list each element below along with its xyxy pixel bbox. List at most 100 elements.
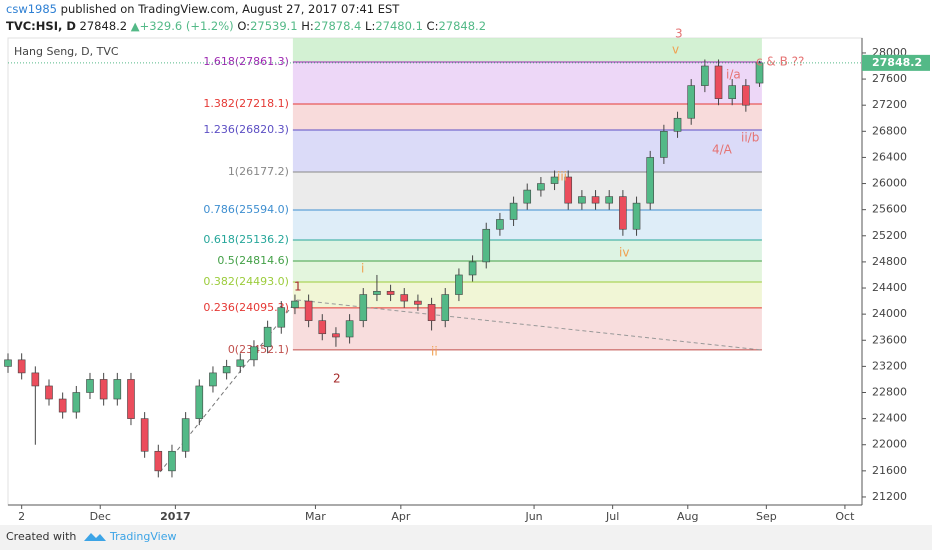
candle-body (140, 418, 149, 452)
candle-body (564, 176, 573, 204)
x-tick-label: Mar (305, 510, 326, 523)
candle-body (359, 294, 368, 321)
fib-band (292, 210, 762, 240)
fib-label: 1.618(27861.3) (203, 55, 289, 68)
candle-body (496, 219, 504, 230)
fib-label: 0.236(24095.3) (203, 301, 289, 314)
fib-label: 0.5(24814.6) (217, 254, 289, 267)
y-tick-label: 24000 (872, 307, 907, 320)
fib-band (292, 129, 762, 172)
candle-body (31, 372, 40, 387)
ohlc-label: C: (427, 19, 439, 33)
x-tick-label: Jul (605, 510, 619, 523)
fib-band (292, 307, 762, 350)
y-tick-label: 24400 (872, 281, 907, 294)
wave-label: 3 (675, 27, 683, 41)
chart-title: Hang Seng, D, TVC (14, 45, 119, 58)
candle-body (550, 176, 559, 184)
candle-body (537, 183, 545, 191)
ohlc-value: 27539.1 (250, 19, 298, 33)
candle-body (58, 398, 67, 413)
wave-label: 2 (333, 372, 341, 386)
candle-body (332, 333, 340, 338)
axes: 21200 21600 22000 22400 22800 23200 23600 24000… (8, 46, 930, 523)
candle-body (291, 300, 299, 308)
fib-label: 0.382(24493.0) (203, 275, 289, 288)
wave-label: 4/A (712, 143, 733, 157)
fib-label: 0.786(25594.0) (203, 203, 289, 216)
x-tick-label: Apr (391, 510, 411, 523)
x-tick-label: 2017 (160, 510, 191, 523)
y-tick-label: 21600 (872, 464, 907, 477)
y-tick-label: 23600 (872, 333, 907, 346)
ohlc: O:27539.1 H:27878.4 L:27480.1 C:27848.2 (237, 19, 486, 33)
fib-band (292, 239, 762, 261)
y-tick-label: 21200 (872, 490, 907, 503)
logo (84, 533, 106, 541)
header-line-1: csw1985 published on TradingView.com, Au… (6, 2, 400, 16)
candle-body (236, 359, 245, 367)
symbol: TVC:HSI, D (6, 19, 76, 33)
last-price-tag (862, 54, 930, 71)
candle-body (523, 189, 532, 204)
candle-body (222, 366, 231, 374)
footer-brand[interactable]: TradingView (109, 530, 176, 543)
candle-body (414, 300, 422, 305)
candle-body (619, 196, 627, 230)
candle-body (427, 304, 436, 321)
candle-body (468, 261, 477, 276)
fib-band (292, 281, 762, 308)
candle-body (605, 196, 614, 204)
wave-label: c & B ?? (756, 55, 804, 69)
candle-body (755, 62, 764, 84)
wave-label: ii/b (741, 131, 759, 145)
y-tick-label: 27600 (872, 72, 907, 85)
footer-created: Created with (6, 530, 76, 543)
candle-body (673, 117, 682, 132)
fib-band (292, 38, 762, 63)
y-tick-label: 27200 (872, 98, 907, 111)
ohlc-value: 27480.1 (375, 19, 423, 33)
change: +329.6 (+1.2%) (140, 19, 234, 33)
candle-body (127, 379, 135, 419)
fib-label: 1.382(27218.1) (203, 97, 289, 110)
candle-body (195, 385, 204, 419)
candles (4, 59, 764, 478)
fib-label: 1(26177.2) (228, 165, 289, 178)
wave-label: ii (431, 345, 438, 359)
y-tick-label: 25200 (872, 229, 907, 242)
y-tick-label: 22800 (872, 385, 907, 398)
candle-body (591, 196, 600, 204)
candle-body (154, 450, 163, 472)
candle-body (168, 450, 176, 472)
author[interactable]: csw1985 (6, 2, 57, 16)
candle-body (660, 131, 668, 158)
x-tick-label: Dec (90, 510, 111, 523)
y-tick-label: 26400 (872, 150, 907, 163)
wave-label: i/a (726, 68, 741, 82)
footer (0, 525, 932, 550)
candle-body (646, 157, 655, 204)
fib-band (292, 260, 762, 282)
fib-band (292, 62, 762, 105)
candle-body (113, 379, 122, 400)
ohlc-label: L: (365, 19, 375, 33)
candle-body (17, 359, 26, 374)
candle-body (400, 294, 409, 302)
candle-body (45, 385, 53, 400)
candle-body (687, 85, 696, 119)
candle-body (99, 379, 108, 400)
x-tick-label: Sep (756, 510, 777, 523)
candle-body (386, 290, 395, 295)
header-line-2: TVC:HSI, D 27848.2 ▲+329.6 (+1.2%) O:275… (6, 19, 486, 33)
ohlc-value: 27848.2 (438, 19, 486, 33)
candle-body (509, 202, 518, 220)
last-price-label: 27848.2 (872, 56, 922, 69)
candle-body (578, 196, 586, 204)
wave-label: i (361, 262, 364, 276)
ohlc-label: O: (237, 19, 250, 33)
y-tick-label: 24800 (872, 255, 907, 268)
wave-label: 1 (294, 280, 302, 294)
candle-body (728, 85, 736, 99)
